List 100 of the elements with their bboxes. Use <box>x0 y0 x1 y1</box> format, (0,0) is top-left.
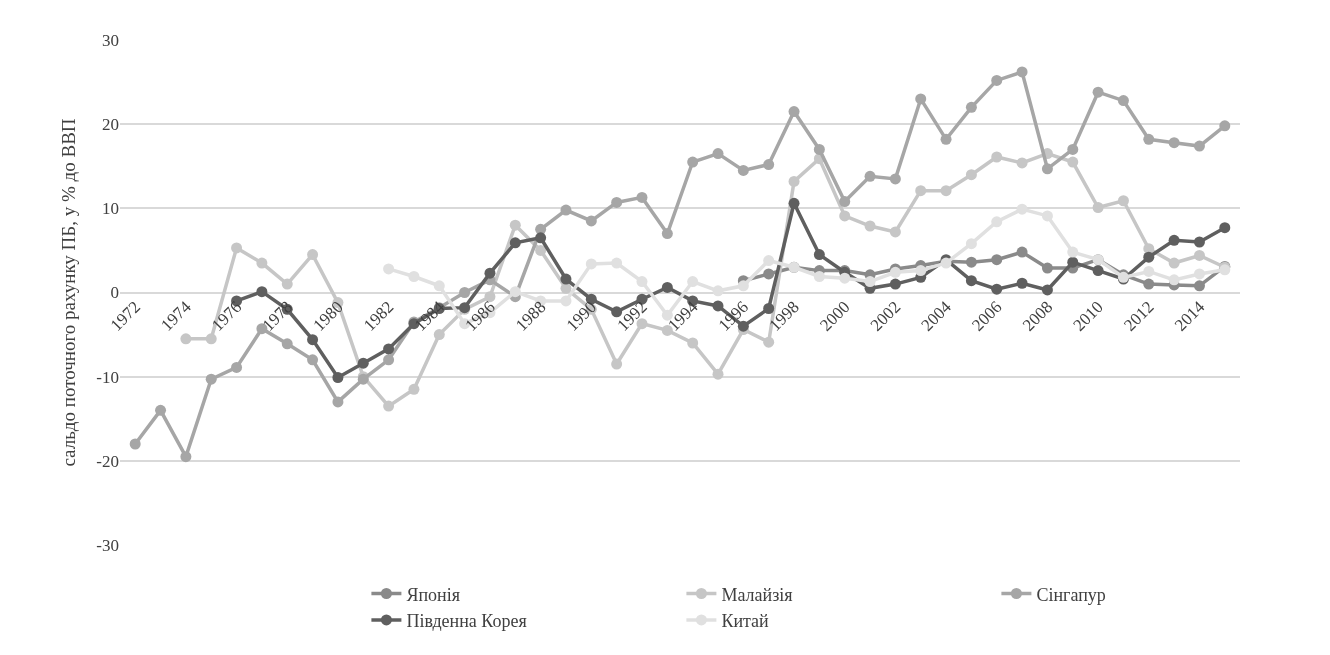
point <box>281 278 293 290</box>
point <box>1067 143 1079 155</box>
point <box>991 254 1003 266</box>
point <box>1016 277 1028 289</box>
point <box>1067 256 1079 268</box>
y-tick-label: 20 <box>102 115 119 135</box>
point <box>915 265 927 277</box>
point <box>889 173 901 185</box>
point <box>661 281 673 293</box>
point <box>1168 257 1180 269</box>
point <box>839 272 851 284</box>
point <box>1168 274 1180 286</box>
point <box>687 276 699 288</box>
point <box>813 271 825 283</box>
point <box>788 106 800 118</box>
point <box>1016 203 1028 215</box>
y-tick-label: 10 <box>102 199 119 219</box>
point <box>383 354 395 366</box>
point <box>1092 86 1104 98</box>
point <box>509 286 521 298</box>
point <box>864 170 876 182</box>
point <box>585 215 597 227</box>
point <box>1143 278 1155 290</box>
point <box>383 343 395 355</box>
y-tick-label: -30 <box>96 535 119 555</box>
point <box>889 278 901 290</box>
point <box>1016 157 1028 169</box>
point <box>636 191 648 203</box>
point <box>1067 156 1079 168</box>
point <box>1143 265 1155 277</box>
point <box>611 358 623 370</box>
point <box>991 216 1003 228</box>
point <box>839 210 851 222</box>
point <box>307 334 319 346</box>
point <box>332 396 344 408</box>
point <box>788 175 800 187</box>
point <box>1041 210 1053 222</box>
point <box>155 404 167 416</box>
point <box>1117 195 1129 207</box>
point <box>560 204 572 216</box>
point <box>965 238 977 250</box>
y-axis-title: сальдо поточного рахунку ПБ, у % до ВВП <box>58 118 80 467</box>
point <box>965 275 977 287</box>
point <box>231 361 243 373</box>
point <box>484 267 496 279</box>
point <box>535 232 547 244</box>
point <box>737 164 749 176</box>
legend-label: Китай <box>721 610 770 631</box>
point <box>1016 66 1028 78</box>
point <box>383 263 395 275</box>
point <box>129 438 141 450</box>
point <box>433 280 445 292</box>
point <box>307 249 319 261</box>
point <box>763 336 775 348</box>
point <box>1193 236 1205 248</box>
point <box>281 338 293 350</box>
point <box>1168 137 1180 149</box>
point <box>205 373 217 385</box>
point <box>813 143 825 155</box>
point <box>560 273 572 285</box>
point <box>1041 284 1053 296</box>
point <box>940 133 952 145</box>
point <box>1143 251 1155 263</box>
point <box>1117 95 1129 107</box>
legend-label: Малайзія <box>721 584 793 605</box>
point <box>307 354 319 366</box>
point <box>509 219 521 231</box>
point <box>408 383 420 395</box>
point <box>1193 140 1205 152</box>
point <box>940 185 952 197</box>
point <box>1092 265 1104 277</box>
y-tick-label: -20 <box>96 451 119 471</box>
point <box>357 357 369 369</box>
point <box>611 196 623 208</box>
y-tick-label: 30 <box>102 30 119 50</box>
point <box>991 74 1003 86</box>
point <box>763 255 775 267</box>
point <box>965 101 977 113</box>
point <box>408 271 420 283</box>
legend-label: Сінгапур <box>1036 584 1106 605</box>
y-tick-label: 0 <box>110 283 119 303</box>
point <box>180 333 192 345</box>
point <box>1219 222 1231 234</box>
point <box>205 333 217 345</box>
point <box>991 283 1003 295</box>
point <box>611 257 623 269</box>
point <box>864 220 876 232</box>
point <box>737 280 749 292</box>
point <box>839 196 851 208</box>
point <box>585 258 597 270</box>
point <box>1067 246 1079 258</box>
legend-label: Японія <box>406 584 460 605</box>
y-tick-label: -10 <box>96 367 119 387</box>
point <box>1193 249 1205 261</box>
point <box>788 197 800 209</box>
point <box>687 337 699 349</box>
point <box>509 237 521 249</box>
point <box>1193 280 1205 292</box>
point <box>991 151 1003 163</box>
point <box>535 244 547 256</box>
